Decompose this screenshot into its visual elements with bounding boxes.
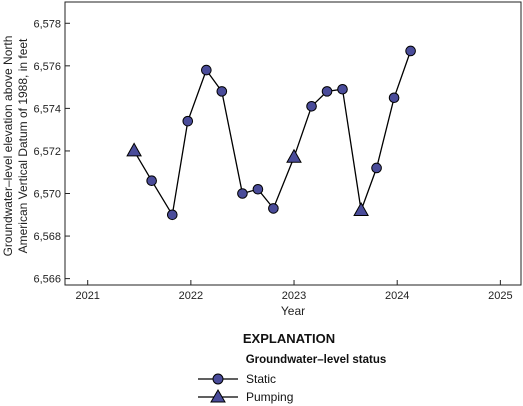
legend-title: EXPLANATION xyxy=(243,331,335,346)
x-axis-ticks: 2021 2022 2023 2024 2025 xyxy=(75,280,513,302)
data-point-static xyxy=(371,162,382,174)
data-point-static xyxy=(388,92,400,104)
plot-frame xyxy=(64,1,522,286)
y-axis-ticks: 6,566 6,568 6,570 6,572 6,574 6,576 6,578 xyxy=(33,18,70,286)
legend-subtitle: Groundwater–level status xyxy=(246,354,387,366)
data-point-static xyxy=(337,83,348,95)
legend-static-label: Static xyxy=(246,372,276,386)
y-tick-label: 6,570 xyxy=(33,189,61,201)
x-tick-label: 2024 xyxy=(385,290,409,302)
data-point-static xyxy=(216,86,228,97)
data-point-static xyxy=(405,45,416,57)
data-markers xyxy=(126,45,416,221)
y-tick-label: 6,566 xyxy=(33,274,61,286)
x-axis-label: Year xyxy=(281,304,305,318)
x-tick-label: 2023 xyxy=(282,290,306,302)
plot-area: 6,566 6,568 6,570 6,572 6,574 6,576 6,578 2021… xyxy=(33,1,522,302)
y-tick-label: 6,568 xyxy=(33,231,61,243)
data-point-static xyxy=(201,64,212,76)
y-tick-label: 6,578 xyxy=(33,18,61,30)
data-point-static xyxy=(182,115,194,127)
x-tick-label: 2025 xyxy=(488,290,512,302)
data-point-static xyxy=(252,183,264,195)
legend-item-pumping: Pumping xyxy=(198,389,293,404)
legend-pumping-label: Pumping xyxy=(246,390,293,404)
data-point-static xyxy=(237,188,248,199)
y-axis-label-line-2: American Vertical Datum of 1988, in feet xyxy=(16,38,30,253)
legend-item-static: Static xyxy=(198,372,276,386)
x-tick-label: 2022 xyxy=(179,290,203,302)
y-tick-label: 6,572 xyxy=(33,146,61,158)
data-point-pumping xyxy=(286,148,302,163)
data-point-static xyxy=(321,86,333,97)
y-axis-label-line-1: Groundwater–level elevation above North xyxy=(1,36,15,257)
series-connecting-line xyxy=(133,50,412,217)
legend-pumping-marker xyxy=(210,389,226,403)
legend: EXPLANATION Groundwater–level status Sta… xyxy=(198,331,386,404)
data-point-static xyxy=(306,100,317,112)
data-point-static xyxy=(146,175,157,187)
y-tick-label: 6,576 xyxy=(33,61,61,73)
x-tick-label: 2021 xyxy=(75,290,99,302)
data-point-pumping xyxy=(353,201,369,216)
data-point-pumping xyxy=(126,142,142,157)
data-point-static xyxy=(166,209,178,221)
legend-static-marker xyxy=(212,373,224,385)
y-tick-label: 6,574 xyxy=(33,103,61,115)
data-point-static xyxy=(268,203,279,214)
